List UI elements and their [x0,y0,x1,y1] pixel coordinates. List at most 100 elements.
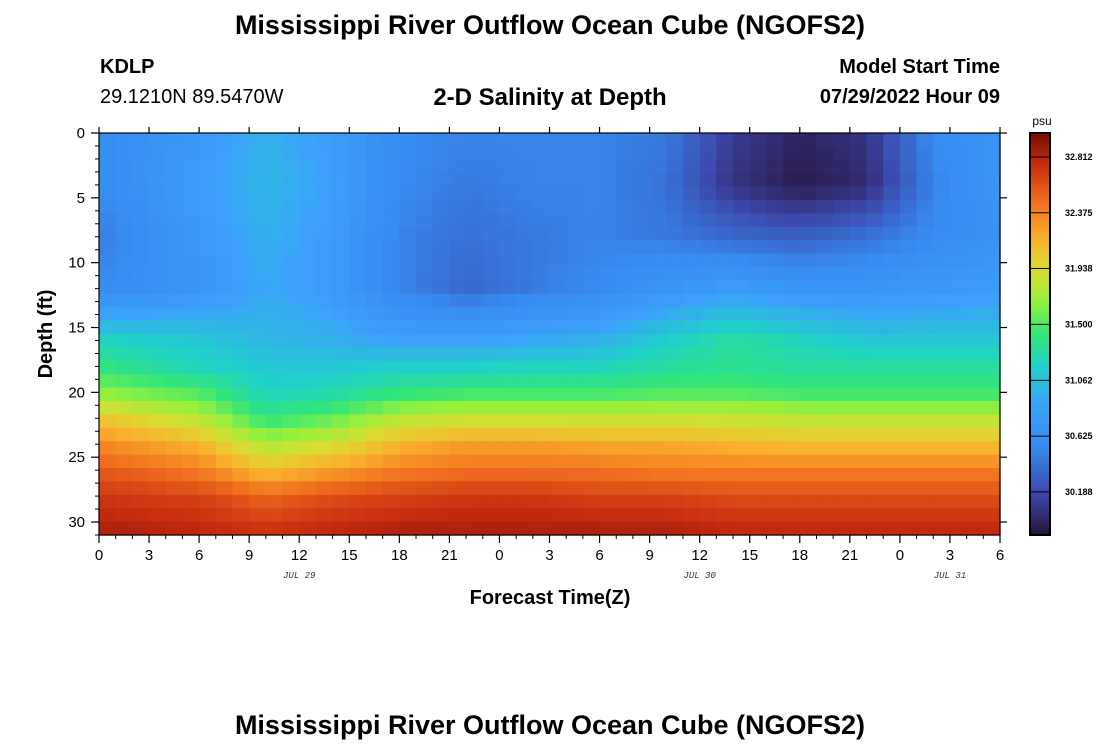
heatmap-cell [182,186,200,201]
heatmap-cell [499,508,517,523]
heatmap-cell [365,508,384,523]
heatmap-cell [816,360,834,375]
heatmap-cell [699,200,717,214]
heatmap-cell [466,320,484,335]
heatmap-cell [666,213,684,228]
heatmap-cell [849,159,868,174]
heatmap-cell [199,240,217,255]
heatmap-cell [299,280,317,295]
heatmap-cell [149,186,167,201]
heatmap-cell [399,307,417,322]
heatmap-cell [783,173,801,188]
heatmap-cell [132,468,150,482]
heatmap-cell [582,521,601,536]
heatmap-cell [766,360,784,375]
heatmap-cell [182,427,200,442]
heatmap-cell [799,226,818,241]
heatmap-cell [833,387,851,402]
heatmap-cell [566,347,584,362]
heatmap-cell [883,441,901,456]
heatmap-cell [682,159,701,174]
heatmap-cell [549,521,567,536]
heatmap-cell [232,481,250,496]
heatmap-cell [332,200,350,214]
heatmap-cell [549,427,567,442]
heatmap-cell [716,240,734,255]
heatmap-cell [265,320,284,335]
heatmap-cell [499,414,517,429]
heatmap-cell [466,427,484,442]
heatmap-cell [165,521,184,536]
heatmap-cell [132,494,150,509]
heatmap-cell [766,401,784,415]
x-tick-label: 3 [545,547,553,564]
heatmap-cell [149,360,167,375]
heatmap-cell [182,334,200,348]
heatmap-cell [799,521,818,536]
heatmap-cell [349,133,367,147]
heatmap-cell [866,468,884,482]
heatmap-cell [249,454,267,469]
heatmap-cell [699,374,717,389]
heatmap-cell [265,334,284,348]
heatmap-cell [199,441,217,456]
heatmap-cell [749,186,768,201]
heatmap-cell [582,293,601,308]
heatmap-cell [365,521,384,536]
date-label: JUL 31 [934,571,966,581]
heatmap-cell [265,173,284,188]
heatmap-cell [849,347,868,362]
heatmap-cell [749,427,768,442]
heatmap-cell [215,200,234,214]
heatmap-cell [466,186,484,201]
heatmap-cell [416,481,434,496]
heatmap-cell [449,159,467,174]
heatmap-cell [315,267,334,281]
heatmap-cell [749,146,768,161]
heatmap-cell [883,213,901,228]
heatmap-cell [332,521,350,536]
heatmap-cell [833,200,851,214]
heatmap-cell [215,347,234,362]
heatmap-cell [349,334,367,348]
heatmap-cell [849,427,868,442]
heatmap-cell [582,468,601,482]
heatmap-cell [315,240,334,255]
heatmap-cell [766,253,784,268]
heatmap-cell [616,186,634,201]
heatmap-cell [282,133,300,147]
heatmap-cell [733,494,751,509]
heatmap-cell [332,468,350,482]
heatmap-cell [849,307,868,322]
heatmap-cell [833,240,851,255]
heatmap-cell [482,293,501,308]
heatmap-cell [716,213,734,228]
heatmap-cell [649,427,667,442]
x-tick-label: 21 [841,547,858,564]
heatmap-cell [582,334,601,348]
heatmap-cell [899,387,918,402]
heatmap-cell [566,173,584,188]
heatmap-cell [632,481,651,496]
heatmap-cell [99,414,117,429]
heatmap-cell [883,280,901,295]
heatmap-cell [466,267,484,281]
heatmap-cell [382,159,400,174]
heatmap-cell [849,226,868,241]
heatmap-cell [416,374,434,389]
heatmap-cell [265,213,284,228]
heatmap-cell [733,441,751,456]
heatmap-cell [249,414,267,429]
heatmap-cell [566,414,584,429]
heatmap-cell [666,280,684,295]
heatmap-cell [449,414,467,429]
heatmap-cell [399,414,417,429]
heatmap-cell [482,320,501,335]
heatmap-cell [265,454,284,469]
heatmap-cell [132,334,150,348]
heatmap-cell [416,159,434,174]
heatmap-cell [165,280,184,295]
heatmap-cell [682,267,701,281]
heatmap-cell [899,334,918,348]
heatmap-cell [199,414,217,429]
